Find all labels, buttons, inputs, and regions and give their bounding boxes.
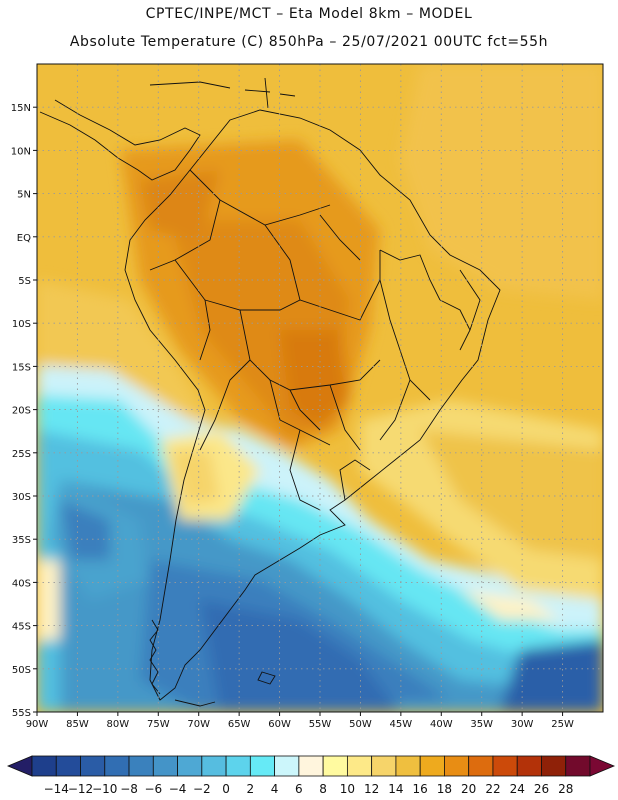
latitude-tick-label: EQ <box>17 233 31 244</box>
longitude-tick-label: 50W <box>349 719 372 730</box>
colorbar-swatch <box>468 755 494 777</box>
colorbar-label: 14 <box>388 782 403 796</box>
longitude-tick-label: 30W <box>511 719 534 730</box>
colorbar-swatch <box>104 755 130 777</box>
colorbar-label: −8 <box>120 782 138 796</box>
colorbar-label: −12 <box>68 782 93 796</box>
colorbar-swatch <box>346 755 373 777</box>
colorbar-label: 22 <box>485 782 500 796</box>
colorbar-left-extension <box>6 755 33 777</box>
colorbar-swatch <box>152 755 178 777</box>
longitude-tick-label: 75W <box>147 719 170 730</box>
longitude-tick-label: 70W <box>187 719 210 730</box>
colorbar-swatch <box>492 755 518 777</box>
colorbar-label: 28 <box>558 782 573 796</box>
longitude-tick-label: 35W <box>470 719 493 730</box>
colorbar-swatch <box>31 755 57 777</box>
longitude-axis: 90W 85W 80W 75W 70W 65W 60W 55W 50W 45W 40W 35W 30W 2… <box>26 712 574 730</box>
longitude-tick-label: 90W <box>26 719 49 730</box>
colorbar-swatch <box>444 755 470 777</box>
latitude-tick-label: 25S <box>12 449 31 460</box>
colorbar-swatch <box>516 755 542 777</box>
colorbar-swatch <box>371 755 397 777</box>
colorbar-label: 4 <box>271 782 279 796</box>
latitude-tick-label: 5S <box>18 276 31 287</box>
colorbar-swatch <box>225 755 251 777</box>
longitude-tick-label: 45W <box>390 719 413 730</box>
colorbar-swatch <box>395 755 421 777</box>
colorbar-swatch <box>541 755 567 777</box>
map-title-line-1: CPTEC/INPE/MCT – Eta Model 8km – MODEL <box>145 6 473 22</box>
latitude-tick-label: 10S <box>12 319 31 330</box>
colorbar-label: −6 <box>144 782 162 796</box>
colorbar-swatch <box>298 755 324 777</box>
colorbar-label: 24 <box>510 782 525 796</box>
longitude-tick-label: 65W <box>228 719 251 730</box>
colorbar-swatch <box>565 755 591 777</box>
colorbar-label: −14 <box>44 782 69 796</box>
latitude-tick-label: 5N <box>17 190 31 201</box>
colorbar-label: 10 <box>340 782 355 796</box>
colorbar-label: 6 <box>295 782 303 796</box>
latitude-tick-label: 55S <box>12 708 31 719</box>
colorbar-label: 20 <box>461 782 476 796</box>
colorbar-swatch <box>419 755 445 777</box>
latitude-tick-label: 20S <box>12 406 31 417</box>
longitude-tick-label: 25W <box>551 719 574 730</box>
coastlines-and-borders <box>39 77 501 707</box>
latitude-tick-label: 15S <box>12 362 31 373</box>
colorbar-right-extension <box>589 755 616 777</box>
latitude-axis: 15N 10N 5N EQ 5S 10S 15S 20S 25S 30S 35S 40S 45S 50S 5… <box>11 103 37 719</box>
colorbar-label: −10 <box>92 782 117 796</box>
colorbar-swatch <box>55 755 81 777</box>
latitude-tick-label: 30S <box>12 492 31 503</box>
colorbar-label: 2 <box>247 782 255 796</box>
latitude-tick-label: 40S <box>12 578 31 589</box>
longitude-tick-label: 85W <box>66 719 89 730</box>
colorbar-label: −4 <box>169 782 187 796</box>
map-frame <box>36 63 604 713</box>
colorbar-swatch <box>177 755 203 777</box>
latitude-tick-label: 10N <box>11 146 31 157</box>
latitude-tick-label: 45S <box>12 622 31 633</box>
latitude-tick-label: 15N <box>11 103 31 114</box>
longitude-tick-label: 60W <box>268 719 291 730</box>
longitude-tick-label: 55W <box>309 719 332 730</box>
longitude-tick-label: 80W <box>107 719 130 730</box>
colorbar-swatch <box>128 755 154 777</box>
colorbar-label: 8 <box>319 782 327 796</box>
latitude-tick-label: 35S <box>12 535 31 546</box>
colorbar-swatch <box>80 755 106 777</box>
colorbar-swatch <box>249 755 276 777</box>
longitude-tick-label: 40W <box>430 719 453 730</box>
colorbar-swatch <box>201 755 227 777</box>
map-gridlines <box>37 64 603 712</box>
colorbar-label: 0 <box>222 782 230 796</box>
temperature-colorbar: −14−12−10 −8 −6 −4 −2 0 2 4 6 8 10 12 14 16 18 20 22 24 26… <box>6 755 616 796</box>
map-title-line-2: Absolute Temperature (C) 850hPa – 25/07/… <box>69 34 549 50</box>
colorbar-label: 26 <box>534 782 549 796</box>
colorbar-label: 16 <box>413 782 428 796</box>
latitude-tick-label: 50S <box>12 665 31 676</box>
colorbar-swatch <box>322 755 348 777</box>
colorbar-label: 12 <box>364 782 379 796</box>
colorbar-label: 18 <box>437 782 452 796</box>
colorbar-swatch <box>274 755 300 777</box>
colorbar-label: −2 <box>193 782 211 796</box>
